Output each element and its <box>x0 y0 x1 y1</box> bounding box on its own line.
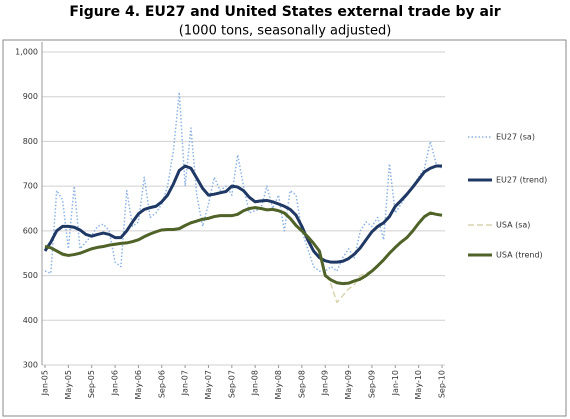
y-tick-label: 1,000 <box>15 48 38 57</box>
legend-label: USA (trend) <box>496 251 543 260</box>
x-tick-label: Jan-05 <box>41 370 50 396</box>
x-tick-label: Sep-06 <box>157 370 166 398</box>
series-line <box>43 164 442 264</box>
x-tick-label: Jan-06 <box>111 370 120 396</box>
x-tick-label: Sep-10 <box>438 370 447 398</box>
x-tick-label: May-05 <box>64 370 73 399</box>
x-tick-label: May-08 <box>274 370 283 399</box>
x-tick-label: May-06 <box>134 370 143 399</box>
y-tick-label: 700 <box>23 182 38 191</box>
x-tick-label: Jan-08 <box>251 370 260 396</box>
y-tick-label: 300 <box>23 361 38 370</box>
x-tick-label: Jan-09 <box>321 370 330 396</box>
chart-title: Figure 4. EU27 and United States externa… <box>69 4 500 20</box>
y-tick-label: 600 <box>23 226 38 235</box>
x-tick-label: May-07 <box>204 370 213 399</box>
legend-label: EU27 (sa) <box>496 133 535 142</box>
y-tick-label: 500 <box>23 271 38 280</box>
x-tick-label: Sep-07 <box>227 370 236 398</box>
legend-label: USA (sa) <box>496 221 530 230</box>
chart-frame <box>2 39 567 417</box>
y-tick-label: 800 <box>23 137 38 146</box>
chart-subtitle: (1000 tons, seasonally adjusted) <box>179 24 392 39</box>
x-tick-label: Jan-07 <box>181 370 190 396</box>
legend-label: EU27 (trend) <box>496 176 547 185</box>
series-line <box>44 205 443 304</box>
series-line <box>44 206 443 286</box>
y-tick-label: 400 <box>23 316 38 325</box>
x-tick-label: Jan-10 <box>391 370 400 396</box>
x-tick-label: May-10 <box>414 370 423 399</box>
x-tick-label: Sep-05 <box>87 370 96 398</box>
x-tick-label: Sep-09 <box>367 370 376 398</box>
series-line <box>44 91 443 275</box>
x-tick-label: May-09 <box>344 370 353 399</box>
x-tick-label: Sep-08 <box>297 370 306 398</box>
y-tick-label: 900 <box>23 92 38 101</box>
